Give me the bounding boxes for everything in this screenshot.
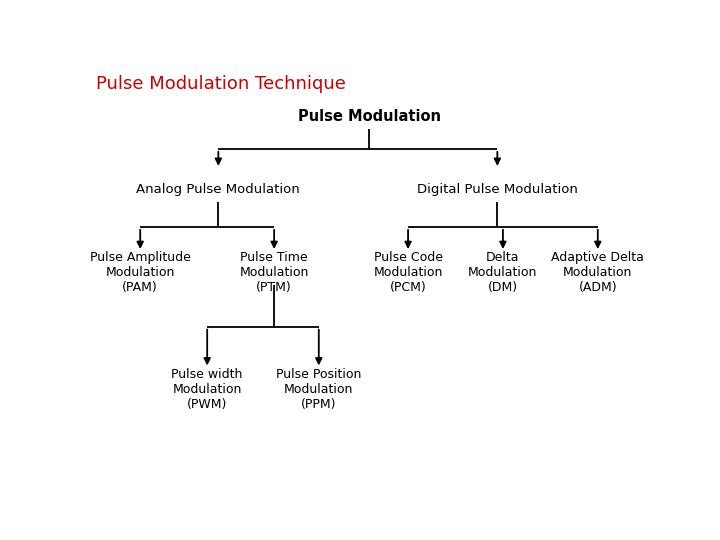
Text: Pulse Modulation: Pulse Modulation (297, 109, 441, 124)
Text: Pulse Time
Modulation
(PTM): Pulse Time Modulation (PTM) (240, 251, 309, 294)
Text: Adaptive Delta
Modulation
(ADM): Adaptive Delta Modulation (ADM) (552, 251, 644, 294)
Text: Pulse Modulation Technique: Pulse Modulation Technique (96, 75, 346, 93)
Text: Digital Pulse Modulation: Digital Pulse Modulation (417, 183, 577, 196)
Text: Analog Pulse Modulation: Analog Pulse Modulation (137, 183, 300, 196)
Text: Pulse width
Modulation
(PWM): Pulse width Modulation (PWM) (171, 368, 243, 410)
Text: Pulse Amplitude
Modulation
(PAM): Pulse Amplitude Modulation (PAM) (90, 251, 191, 294)
Text: Delta
Modulation
(DM): Delta Modulation (DM) (468, 251, 538, 294)
Text: Pulse Position
Modulation
(PPM): Pulse Position Modulation (PPM) (276, 368, 361, 410)
Text: Pulse Code
Modulation
(PCM): Pulse Code Modulation (PCM) (374, 251, 443, 294)
